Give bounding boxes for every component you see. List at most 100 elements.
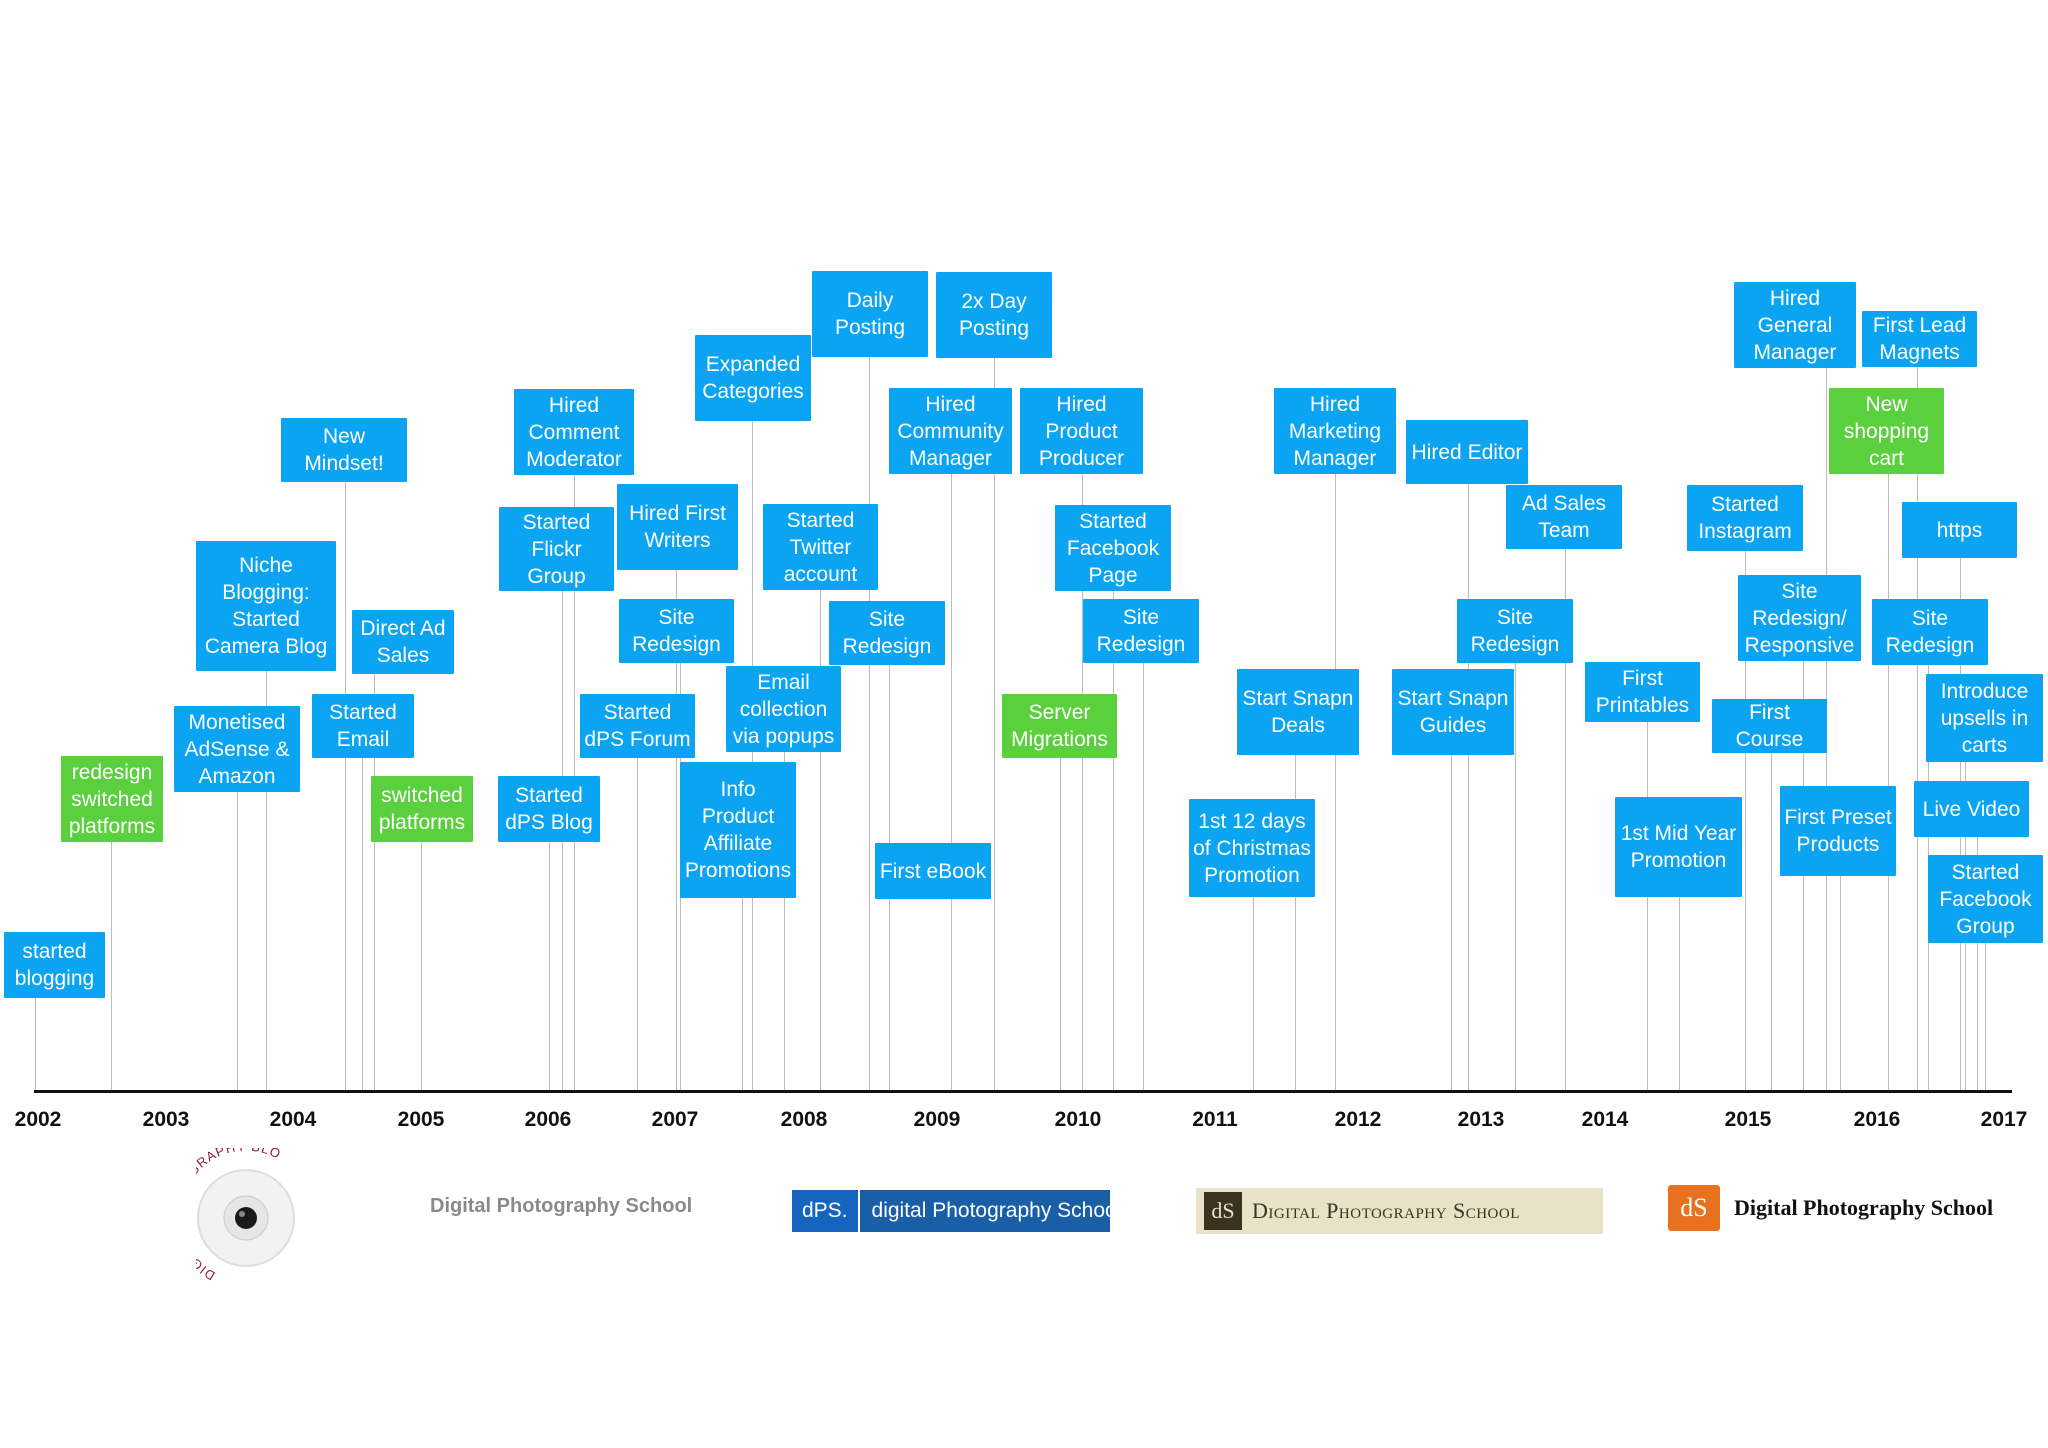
event-stem [1679,897,1680,1090]
event-stem [1451,755,1452,1090]
event-box: Info Product Affiliate Promotions [680,762,796,898]
logo3-mark: dPS. [792,1190,860,1232]
event-stem [1565,549,1566,1090]
event-stem [1515,663,1516,1090]
logo3-text: digital Photography School [871,1199,1122,1222]
event-stem [1468,484,1469,1090]
logo2-text: Digital Photography School [430,1195,693,1217]
event-stem [1143,663,1144,1090]
event-box: Started Facebook Page [1055,505,1171,591]
event-box: switched platforms [371,776,473,842]
event-box: Hired General Manager [1734,282,1856,368]
event-stem [1985,943,1986,1090]
year-label-2005: 2005 [397,1108,445,1131]
event-box: 1st Mid Year Promotion [1615,797,1742,897]
event-box: Site Redesign [829,601,945,665]
event-box: 1st 12 days of Christmas Promotion [1189,799,1315,897]
event-box: Server Migrations [1002,694,1117,758]
event-stem [421,842,422,1090]
event-stem [1295,755,1296,1090]
event-box: 2x Day Posting [936,272,1052,358]
dps-logo-2012: dS Digital Photography School [1196,1188,1603,1234]
event-box: Site Redesign [619,599,734,663]
event-stem [362,758,363,1090]
event-box: First Lead Magnets [1862,311,1977,367]
event-box: Started Flickr Group [499,507,614,591]
event-box: Daily Posting [812,271,928,357]
event-box: Started Twitter account [763,504,878,590]
event-stem [1977,837,1978,1090]
event-stem [549,842,550,1090]
event-stem [1082,474,1083,1090]
event-stem [345,482,346,1090]
year-label-2010: 2010 [1054,1108,1102,1131]
event-box: started blogging [4,932,105,998]
event-stem [374,674,375,1090]
event-box: First Course [1712,699,1827,753]
event-box: Started Facebook Group [1928,855,2043,943]
event-stem [742,898,743,1090]
event-box: Site Redesign [1457,599,1573,663]
event-stem [1840,876,1841,1090]
event-box: Started dPS Forum [580,694,695,758]
year-label-2008: 2008 [780,1108,828,1131]
dps-logo-2016: dS Digital Photography School [1668,1185,1993,1231]
year-label-2011: 2011 [1192,1108,1238,1131]
event-box: Email collection via popups [726,666,841,752]
event-box: New shopping cart [1829,388,1944,474]
event-stem [752,421,753,1090]
event-box: Direct Ad Sales [352,610,454,674]
event-box: Start Snapn Deals [1237,669,1359,755]
event-stem [869,357,870,1090]
event-stem [1060,758,1061,1090]
year-label-2002: 2002 [14,1108,62,1131]
dps-logo-2006: Digital Photography School [430,1195,692,1218]
event-stem [1335,474,1336,1090]
year-label-2006: 2006 [524,1108,572,1131]
event-box: First Printables [1585,662,1700,722]
event-stem [266,671,267,1090]
event-box: Monetised AdSense & Amazon [174,706,300,792]
timeline-axis [34,1090,2012,1093]
event-box: Expanded Categories [695,335,811,421]
logo5-mark: dS [1668,1185,1720,1231]
event-box: Hired Editor [1406,420,1528,484]
event-stem [951,474,952,1090]
year-label-2015: 2015 [1724,1108,1772,1131]
logo5-text: Digital Photography School [1734,1195,1994,1220]
event-box: Hired Community Manager [889,388,1012,474]
event-stem [1888,474,1889,1090]
event-box: Site Redesign/ Responsive [1738,575,1861,661]
logo4-text: Digital Photography School [1252,1198,1520,1223]
event-stem [784,752,785,1090]
event-stem [1253,897,1254,1090]
year-label-2012: 2012 [1334,1108,1382,1131]
event-box: First Preset Products [1780,786,1896,876]
year-label-2014: 2014 [1581,1108,1629,1131]
year-label-2013: 2013 [1457,1108,1505,1131]
event-box: Site Redesign [1083,599,1199,663]
year-label-2016: 2016 [1853,1108,1901,1131]
year-label-2004: 2004 [269,1108,317,1131]
logo4-mark: dS [1204,1192,1242,1230]
event-stem [111,842,112,1090]
event-stem [1745,551,1746,1090]
event-box: Started Instagram [1687,485,1803,551]
event-stem [1917,367,1918,1090]
event-box: Ad Sales Team [1506,485,1622,549]
event-box: Niche Blogging: Started Camera Blog [196,541,336,671]
event-box: Start Snapn Guides [1392,669,1514,755]
event-stem [237,792,238,1090]
event-box: Hired First Writers [617,484,738,570]
event-stem [1113,591,1114,1090]
event-stem [994,358,995,1090]
event-stem [1647,722,1648,1090]
event-box: New Mindset! [281,418,407,482]
event-box: redesign switched platforms [61,756,163,842]
event-stem [637,758,638,1090]
event-box: Hired Marketing Manager [1274,388,1396,474]
event-box: Site Redesign [1872,599,1988,665]
event-stem [820,590,821,1090]
year-label-2003: 2003 [142,1108,190,1131]
